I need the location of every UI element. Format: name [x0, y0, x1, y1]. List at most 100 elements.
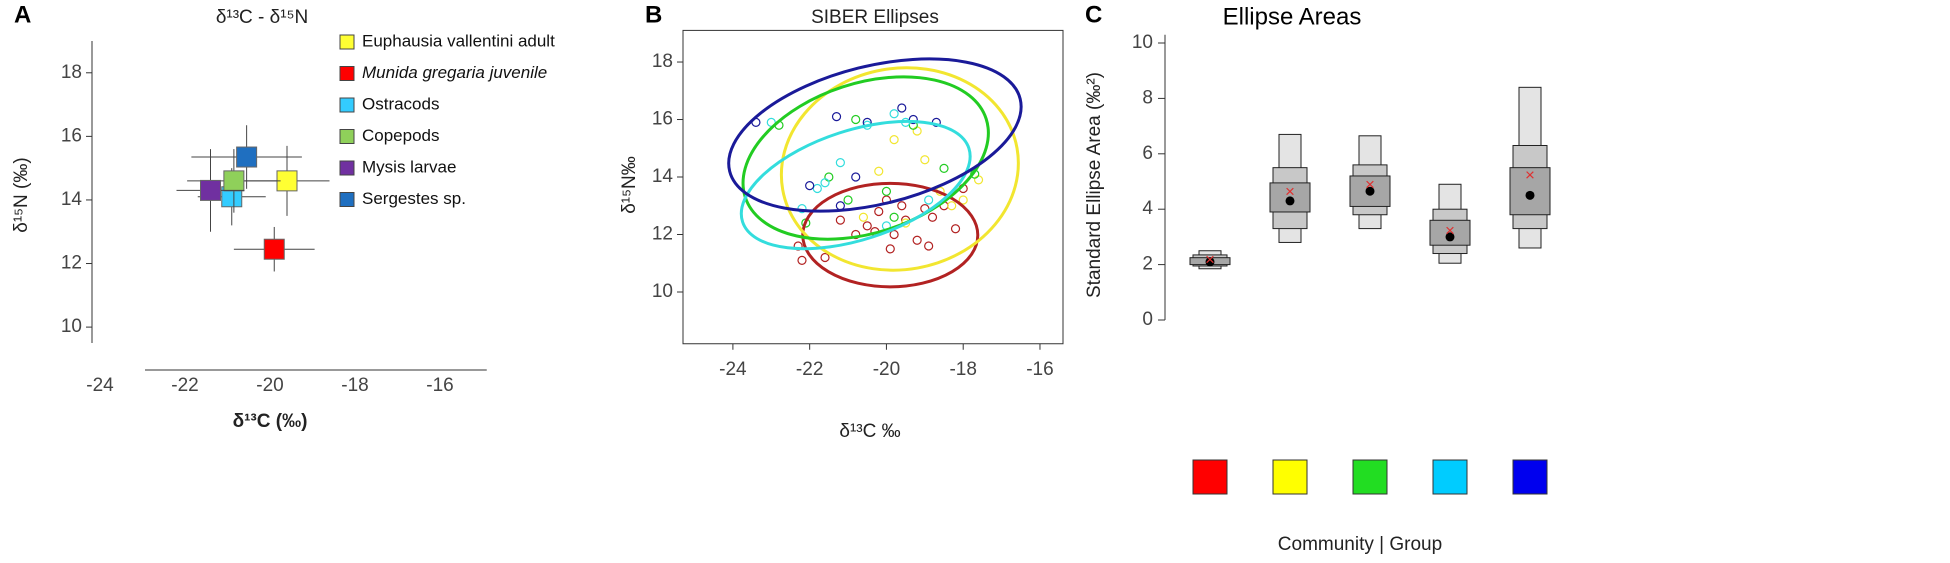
y-tick-label: 12: [61, 253, 82, 274]
sea-marker: ×: [1365, 175, 1375, 194]
point: [912, 126, 922, 136]
legend-swatch: [339, 160, 355, 176]
point: [824, 172, 834, 182]
y-axis-label: δ¹⁵N (‰): [11, 157, 32, 232]
sea-marker: ×: [1285, 182, 1295, 201]
plot-frame: [682, 29, 1064, 345]
point: [897, 103, 907, 113]
point: [889, 212, 899, 222]
legend-swatch: [339, 97, 355, 113]
sea-marker: ×: [1445, 221, 1455, 240]
category-swatch: [1272, 459, 1308, 495]
legend-label: Euphausia vallentini adult: [362, 31, 555, 50]
y-tick-label: 8: [1142, 87, 1153, 108]
x-tick-label: -24: [719, 359, 747, 380]
y-tick-label: 0: [1142, 309, 1153, 330]
point: [843, 195, 853, 205]
x-axis-label: δ¹³C (‰): [233, 411, 308, 432]
legend-label: Munida gregaria juvenile: [362, 63, 547, 82]
mode-point: [1365, 186, 1375, 196]
y-tick-label: 10: [61, 316, 82, 337]
y-axis-label: Standard Ellipse Area (‰²): [1084, 72, 1105, 298]
chart-title: Ellipse Areas: [1223, 3, 1362, 30]
y-tick-label: 10: [652, 281, 673, 302]
panel-letter: B: [645, 1, 662, 28]
point: [947, 201, 957, 211]
legend-swatch: [339, 192, 355, 207]
point: [950, 224, 961, 234]
point: [889, 135, 899, 145]
y-tick-label: 16: [61, 125, 82, 146]
category-swatch: [1432, 459, 1468, 495]
point: [263, 238, 285, 260]
point: [939, 163, 949, 173]
x-tick-label: -22: [171, 375, 198, 396]
point: [862, 221, 872, 231]
legend-swatch: [339, 66, 355, 81]
sea-marker: ×: [1205, 250, 1215, 269]
y-tick-label: 18: [61, 62, 82, 83]
legend-swatch: [339, 34, 355, 50]
point: [851, 114, 861, 125]
mode-point: [1285, 196, 1295, 206]
point: [874, 166, 884, 176]
point: [236, 146, 258, 168]
ellipse: [739, 119, 972, 251]
x-tick-label: -16: [1026, 359, 1053, 380]
point: [797, 255, 807, 265]
ellipse: [779, 66, 1020, 272]
point: [885, 244, 895, 254]
x-tick-label: -24: [86, 375, 114, 396]
point: [927, 212, 938, 222]
y-tick-label: 18: [652, 51, 673, 72]
point: [858, 212, 869, 222]
point: [812, 183, 822, 194]
point: [820, 178, 830, 188]
x-tick-label: -16: [426, 375, 453, 396]
y-tick-label: 10: [1132, 32, 1153, 53]
y-axis-label: δ¹⁵N‰: [619, 156, 640, 214]
x-axis-label: δ¹³C ‰: [839, 421, 900, 442]
category-swatch: [1192, 459, 1228, 495]
x-tick-label: -18: [341, 375, 368, 396]
point: [851, 172, 861, 182]
mode-point: [1445, 232, 1455, 242]
ellipse: [727, 57, 1023, 213]
point: [831, 112, 842, 122]
mode-point: [1205, 257, 1215, 267]
point: [200, 179, 221, 201]
point: [835, 215, 845, 225]
point: [973, 175, 984, 185]
point: [835, 158, 845, 168]
point: [897, 201, 907, 211]
point: [889, 109, 899, 119]
y-tick-label: 2: [1142, 254, 1153, 275]
y-tick-label: 14: [652, 166, 674, 187]
point: [958, 195, 968, 205]
legend-label: Ostracods: [362, 94, 439, 113]
y-tick-label: 6: [1142, 143, 1153, 164]
chart-title: δ¹³C - δ¹⁵N: [216, 7, 308, 28]
point: [924, 195, 934, 205]
y-tick-label: 16: [652, 109, 673, 130]
mode-point: [1525, 190, 1535, 200]
chart-title: SIBER Ellipses: [811, 7, 939, 28]
x-tick-label: -20: [256, 375, 283, 396]
legend-label: Mysis larvae: [362, 157, 456, 176]
x-tick-label: -20: [873, 359, 900, 380]
point: [908, 114, 918, 125]
point: [874, 206, 884, 217]
legend-swatch: [339, 129, 355, 144]
legend-label: Copepods: [362, 126, 440, 145]
legend-label: Sergestes sp.: [362, 189, 466, 208]
point: [820, 252, 830, 263]
ellipse: [801, 181, 980, 289]
category-swatch: [1352, 459, 1388, 495]
x-tick-label: -18: [949, 359, 976, 380]
point: [805, 181, 815, 191]
category-swatch: [1512, 459, 1548, 495]
point: [835, 201, 845, 211]
x-axis-label: Community | Group: [1278, 534, 1442, 555]
point: [920, 155, 930, 165]
